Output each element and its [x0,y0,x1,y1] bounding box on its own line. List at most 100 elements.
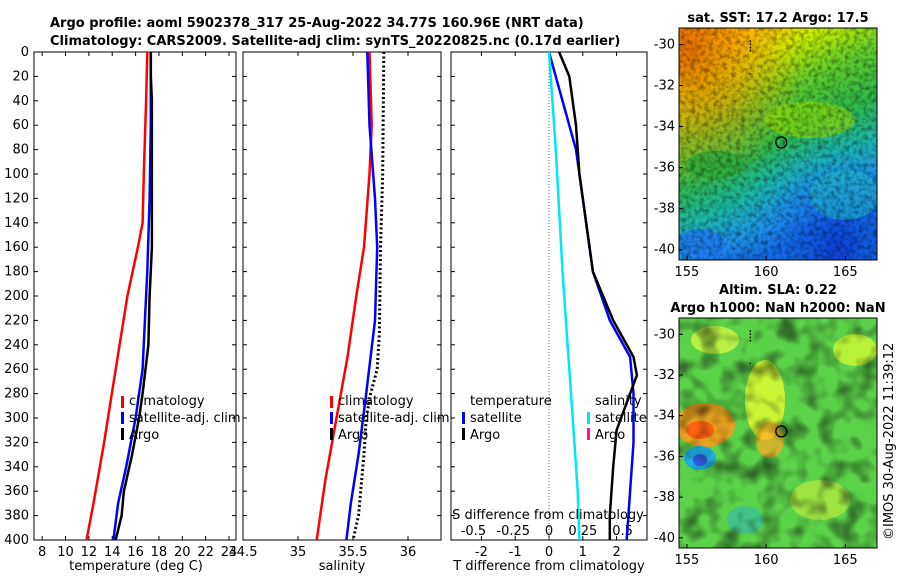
map-y-tick-label: -34 [654,409,675,424]
sst-map-panel: sat. SST: 17.2 Argo: 17.5 155 160 165 -30 -3… [654,11,878,280]
legend-title-temperature: temperature [470,394,552,409]
sla-map-title-line1: Altim. SLA: 0.22 [719,283,837,298]
temperature-panel: 8 10 12 14 16 18 20 22 2402040608010012014016018… [4,45,240,574]
y-tick-label: 20 [12,69,29,84]
y-tick-label: 100 [4,167,29,182]
sst-argo-location-marker [775,136,788,149]
series-line-s-satellite [547,52,581,540]
map-x-tick-label: 165 [833,553,858,568]
difference-ticks: -2 -1 0 1 2 -0.5 -0.25 0 0.25 0.5 [451,51,647,560]
x-tick-label: 35 [290,545,307,560]
legend-swatch-t-satellite [462,412,465,424]
legend-swatch-s-argo [587,428,590,440]
y-tick-label: 400 [4,533,29,548]
legend-label-t-satellite: satellite [470,411,522,426]
track-dot [749,43,752,46]
y-tick-label: 340 [4,460,29,475]
s-diff-tick-label: 0 [545,524,553,539]
series-line-satellite-adj-clim [112,52,153,540]
y-tick-label: 240 [4,338,29,353]
difference-xlabel: T difference from climatology [452,559,645,574]
x-tick-label: 20 [174,545,191,560]
map-y-tick-label: -38 [654,202,675,217]
legend-swatch-satellite [121,412,124,424]
y-tick-label: 280 [4,387,29,402]
legend-label-t-argo: Argo [470,428,500,443]
x-tick-label: 22 [197,545,214,560]
map-y-tick-label: -34 [654,120,675,135]
map-y-tick-label: -36 [654,449,675,464]
legend-title-salinity: salinity [595,394,642,409]
legend-swatch-t-argo [462,428,465,440]
y-tick-label: 320 [4,435,29,450]
legend-label-s-argo: Argo [595,428,625,443]
series-line-t-argo [557,52,639,540]
x-tick-label: 10 [57,545,74,560]
track-dot [749,330,752,332]
legend-swatch-argo [121,428,124,440]
series-line-argo [351,52,386,540]
sla-map-title-line2: Argo h1000: NaN h2000: NaN [670,301,885,316]
x-tick-label: -1 [509,545,522,560]
legend-label-satellite: satellite-adj. clim [338,411,450,426]
track-dot [749,336,752,339]
sla-map-panel: Altim. SLA: 0.22 Argo h1000: NaN h2000: … [654,283,886,568]
legend-swatch-s-satellite [587,412,590,424]
y-tick-label: 80 [12,143,29,158]
legend-label-satellite: satellite-adj. clim [129,411,241,426]
map-y-tick-label: -32 [654,78,675,93]
imos-credit: ©IMOS 30-Aug-2022 11:39:12 [882,343,897,540]
x-tick-label: 14 [104,545,121,560]
x-tick-label: 24 [221,545,238,560]
legend-swatch-climatology [121,396,124,408]
y-tick-label: 60 [12,118,29,133]
map-y-tick-label: -40 [654,531,675,546]
sst-map-title: sat. SST: 17.2 Argo: 17.5 [687,11,868,26]
track-dot [749,362,751,364]
salinity-panel: 34.5 35 35.5 36 climatology satellite-adj. … [229,51,450,574]
y-tick-label: 200 [4,289,29,304]
temperature-ticks: 8 10 12 14 16 18 20 22 2402040608010012014016018… [4,45,237,560]
y-tick-label: 0 [21,45,29,60]
y-tick-label: 220 [4,313,29,328]
y-tick-label: 120 [4,191,29,206]
x-tick-label: 34.5 [229,545,258,560]
sst-map-image [679,28,877,260]
legend-label-argo: Argo [129,428,159,443]
map-y-tick-label: -32 [654,368,675,383]
legend-swatch-argo [330,428,333,440]
salinity-legend: climatology satellite-adj. clim Argo [330,394,450,443]
map-x-tick-label: 160 [754,553,779,568]
difference-panel: -2 -1 0 1 2 -0.5 -0.25 0 0.25 0.5 temperature sat… [450,51,648,574]
map-y-tick-label: -30 [654,327,675,342]
legend-label-s-satellite: satellite [595,411,647,426]
figure-title-line1: Argo profile: aoml 5902378_317 25-Aug-20… [50,16,584,31]
x-tick-label: 0 [545,545,553,560]
y-tick-label: 160 [4,240,29,255]
legend-label-climatology: climatology [129,394,205,409]
map-y-tick-label: -40 [654,243,675,258]
sla-argo-location-marker [775,425,788,438]
salinity-ticks: 34.5 35 35.5 36 [229,51,441,560]
x-tick-label: 2 [612,545,620,560]
s-diff-tick-label: -0.25 [496,524,530,539]
legend-swatch-satellite [330,412,333,424]
x-tick-label: 12 [81,545,98,560]
map-x-tick-label: 155 [675,553,700,568]
track-dot [749,46,752,49]
map-x-tick-label: 165 [833,265,858,280]
y-tick-label: 260 [4,362,29,377]
legend-label-climatology: climatology [338,394,414,409]
map-x-tick-label: 160 [754,265,779,280]
temperature-series [85,52,154,540]
y-tick-label: 180 [4,265,29,280]
sla-map-image [679,318,877,548]
map-x-tick-label: 155 [675,265,700,280]
x-tick-label: 1 [579,545,587,560]
map-y-tick-label: -36 [654,161,675,176]
series-line-satellite-adj-clim [345,52,379,540]
s-diff-tick-label: 0.25 [568,524,597,539]
salinity-xlabel: salinity [319,559,366,574]
salinity-axes-frame [242,51,442,541]
track-dot [749,49,752,52]
